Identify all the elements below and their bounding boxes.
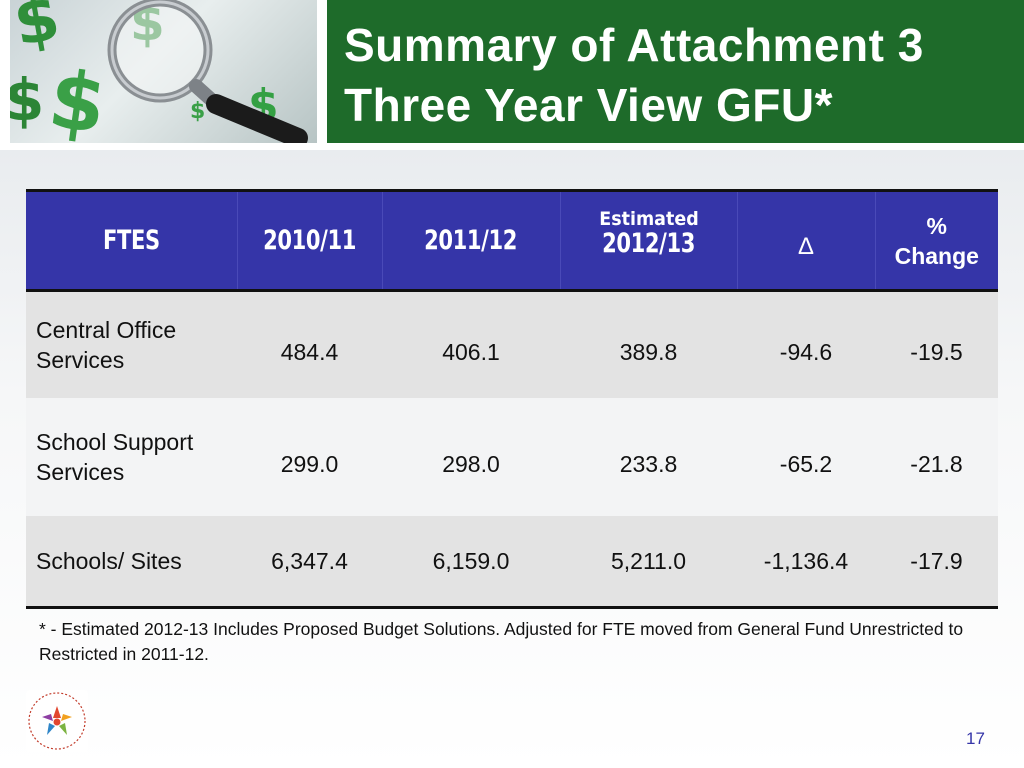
row-label-line1: Schools/ Sites [36, 548, 182, 574]
money-magnifier-icon: $ $ $ $ $ $ [10, 0, 308, 143]
cell-2010-11: 484.4 [237, 290, 382, 398]
row-label-line1: Central Office [36, 317, 177, 343]
row-label-line2: Services [36, 347, 125, 373]
district-logo [26, 690, 88, 752]
cell-2010-11: 299.0 [237, 398, 382, 516]
svg-text:$: $ [10, 0, 65, 61]
svg-text:$: $ [10, 66, 44, 134]
header-estimated-2012-13: Estimated 2012/13 [560, 189, 738, 292]
table-row-central-office: Central Office Services 484.4 406.1 389.… [26, 290, 998, 398]
cell-percent-change: -19.5 [875, 290, 998, 398]
row-label: School Support Services [26, 398, 237, 516]
cell-delta: -1,136.4 [737, 516, 875, 609]
header-percent-change: % Change [875, 189, 998, 292]
cell-delta: -94.6 [737, 290, 875, 398]
cell-2012-13: 5,211.0 [560, 516, 737, 609]
delta-icon: ∆ [798, 232, 814, 260]
svg-text:$: $ [190, 99, 205, 124]
header-estimated-label: Estimated [598, 208, 699, 230]
cell-percent-change: -21.8 [875, 398, 998, 516]
cell-2012-13: 233.8 [560, 398, 737, 516]
cell-2011-12: 406.1 [382, 290, 560, 398]
table-row-schools-sites: Schools/ Sites 6,347.4 6,159.0 5,211.0 -… [26, 516, 998, 609]
row-label-line1: School Support [36, 429, 194, 455]
cell-2012-13: 389.8 [560, 290, 737, 398]
header-2010-11: 2010/11 [237, 189, 383, 292]
svg-text:$: $ [43, 52, 111, 143]
cell-percent-change: -17.9 [875, 516, 998, 609]
footnote: * - Estimated 2012-13 Includes Proposed … [39, 619, 964, 664]
header-2011-12: 2011/12 [382, 189, 561, 292]
slide-title-line2: Three Year View GFU* [344, 79, 833, 131]
row-label: Schools/ Sites [26, 516, 237, 609]
page-number: 17 [966, 729, 985, 748]
cell-delta: -65.2 [737, 398, 875, 516]
cell-2010-11: 6,347.4 [237, 516, 382, 609]
fte-summary-table: FTES 2010/11 2011/12 Estimated 2012/13 ∆… [26, 189, 998, 609]
header-2012-13-label: 2012/13 [602, 228, 695, 259]
row-label: Central Office Services [26, 290, 237, 398]
magnifier-dollar-image: $ $ $ $ $ $ [10, 0, 317, 143]
cell-2011-12: 298.0 [382, 398, 560, 516]
header-percent-symbol: % [926, 212, 947, 239]
slide-title-line1: Summary of Attachment 3 [344, 19, 924, 71]
header-change-label: Change [894, 242, 979, 269]
school-district-logo-icon [28, 692, 86, 750]
header-delta: ∆ [737, 189, 876, 292]
cell-2011-12: 6,159.0 [382, 516, 560, 609]
table-header-row: FTES 2010/11 2011/12 Estimated 2012/13 ∆… [26, 189, 998, 292]
title-banner [327, 0, 1024, 143]
row-label-line2: Services [36, 459, 125, 485]
table-row-school-support: School Support Services 299.0 298.0 233.… [26, 398, 998, 516]
header-ftes: FTES [26, 189, 238, 292]
